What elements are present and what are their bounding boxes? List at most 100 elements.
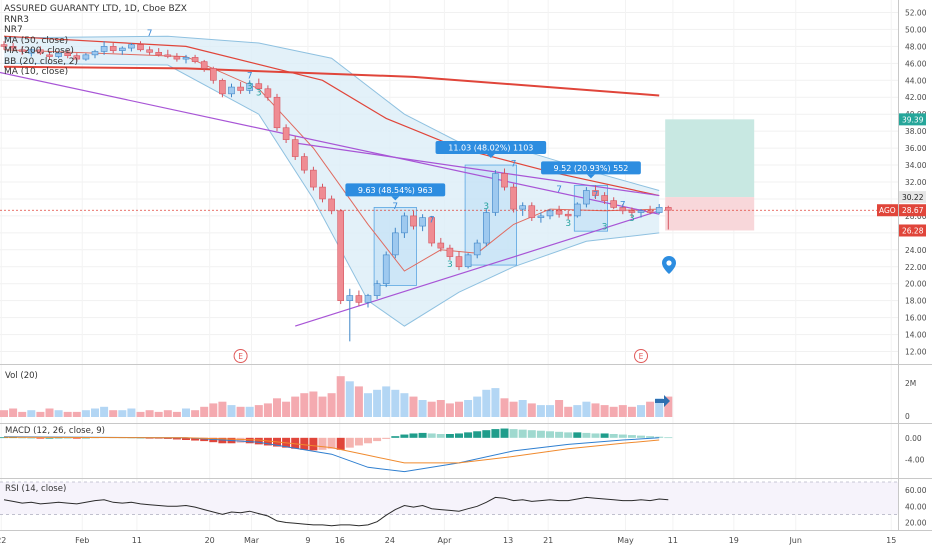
price-tick-label: 50.00: [905, 25, 927, 34]
trend-line-1[interactable]: [0, 62, 660, 215]
macd-histogram-bar: [136, 437, 145, 439]
indicator-ma200[interactable]: MA (200, close): [4, 46, 74, 56]
indicator-nr7[interactable]: NR7: [4, 25, 23, 35]
candle: [473, 239, 481, 259]
price-tick-label: 48.00: [905, 42, 927, 51]
indicator-bb[interactable]: BB (20, close, 2): [4, 56, 79, 67]
macd-line: [3, 436, 660, 473]
candle: [37, 46, 44, 55]
candle: [100, 41, 108, 55]
pattern-label-pointer: [586, 174, 595, 179]
time-axis[interactable]: 22 Feb 11 20 Mar 9 16 24 Apr 13 21 May 11 19 Jun 15: [0, 536, 896, 545]
volume-bar: [200, 406, 209, 417]
volume-bar: [400, 393, 409, 417]
candle: [355, 290, 363, 306]
trend-lines[interactable]: [0, 62, 660, 327]
time-tick-label: 15: [886, 536, 896, 545]
candle: [464, 253, 472, 269]
rsi-pane-label[interactable]: RSI (14, close): [5, 484, 67, 494]
target-price-tag-bg: [899, 113, 926, 126]
candle: [528, 202, 536, 221]
indicator-rnr3[interactable]: RNR3: [4, 14, 29, 25]
candle: [273, 93, 281, 132]
symbol-tag-bg: [877, 204, 898, 217]
macd-pane-label[interactable]: MACD (12, 26, close, 9): [5, 426, 105, 436]
candle: [219, 78, 226, 98]
candle: [291, 136, 299, 160]
volume-bar: [491, 388, 500, 417]
trend-line-3[interactable]: [295, 142, 660, 197]
volume-bar: [345, 381, 354, 417]
macd-pane: 0.00 -4.00: [0, 428, 925, 473]
pattern-label-3: 9.52 (20.93%) 552: [553, 164, 628, 173]
earnings-marker-label: E: [238, 352, 243, 361]
candle: [73, 53, 81, 62]
indicator-ma50[interactable]: MA (50, close): [4, 35, 69, 46]
macd-histogram-bar: [400, 434, 409, 438]
earnings-marker-label: E: [639, 352, 644, 361]
candle: [628, 207, 636, 218]
candle: [155, 48, 162, 57]
pattern-box-2[interactable]: [464, 164, 518, 266]
candle: [546, 209, 554, 220]
volume-bar: [573, 405, 582, 417]
chart-title[interactable]: ASSURED GUARANTY LTD, 1D, Cboe BZX: [4, 4, 187, 14]
indicator-ma10[interactable]: MA (10, close): [4, 67, 69, 77]
candle: [64, 49, 71, 59]
pattern-label-bg-3: [541, 161, 641, 175]
volume-bar: [327, 393, 336, 417]
time-tick-label: 19: [729, 536, 739, 545]
volume-bar: [118, 410, 127, 417]
macd-histogram-bar: [500, 428, 509, 438]
macd-histogram-bar: [291, 437, 300, 449]
volume-bar: [109, 410, 118, 417]
macd-histogram-bar: [263, 437, 272, 446]
price-tick-label: 38.00: [905, 127, 927, 136]
volume-axis-label: 0: [905, 412, 910, 421]
macd-histogram-bar: [172, 437, 181, 440]
macd-histogram-bar: [236, 437, 245, 443]
long-stop-zone[interactable]: [665, 197, 755, 231]
macd-histogram-bar: [600, 433, 609, 438]
volume-bar: [409, 396, 418, 417]
bb-lower-line: [3, 62, 660, 327]
price-axis[interactable]: 52.0050.0048.0046.0044.0042.0040.0038.00…: [905, 8, 927, 356]
macd-histogram-bar: [627, 435, 636, 438]
time-tick-label: Jun: [788, 536, 802, 545]
macd-histogram-bar: [300, 437, 309, 450]
long-position-box[interactable]: [665, 119, 755, 231]
macd-histogram-bar: [655, 436, 664, 438]
macd-histogram-bar: [473, 431, 482, 438]
candle: [401, 212, 408, 238]
macd-histogram-bar: [191, 437, 200, 441]
volume-bar: [518, 400, 527, 417]
marker-pin-icon[interactable]: [662, 256, 676, 274]
earnings-marker[interactable]: [233, 349, 248, 363]
candle: [328, 195, 335, 215]
volume-bar: [154, 411, 163, 417]
volume-pane-label[interactable]: Vol (20): [5, 371, 38, 381]
macd-histogram-bar: [391, 436, 400, 438]
price-tick-label: 20.00: [905, 280, 927, 289]
volume-bar: [309, 391, 318, 417]
macd-histogram-bar: [364, 437, 372, 444]
volume-bar: [391, 389, 400, 417]
macd-histogram-bar: [527, 430, 536, 438]
price-tick-label: 24.00: [905, 246, 927, 255]
time-tick-label: 11: [132, 536, 142, 545]
volume-bar: [427, 401, 436, 417]
earnings-marker[interactable]: [634, 349, 648, 363]
volume-bar: [191, 410, 200, 417]
long-target-zone[interactable]: [665, 119, 755, 198]
candle: [555, 205, 563, 218]
trend-line-2[interactable]: [295, 210, 660, 327]
volume-bar: [618, 405, 627, 417]
volume-bar: [336, 376, 345, 417]
candle: [373, 280, 381, 299]
volume-bar: [273, 398, 281, 417]
arrow-right-icon[interactable]: [655, 395, 670, 407]
macd-histogram-bar: [582, 432, 591, 438]
macd-histogram-bar: [354, 437, 363, 446]
